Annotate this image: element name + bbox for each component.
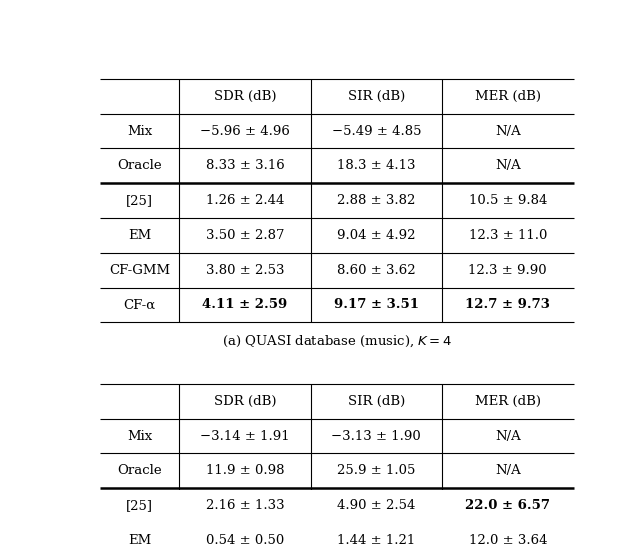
Text: 4.90 ± 2.54: 4.90 ± 2.54 [337,499,415,512]
Text: 1.26 ± 2.44: 1.26 ± 2.44 [205,194,284,207]
Text: SIR (dB): SIR (dB) [348,90,405,102]
Text: 12.0 ± 3.64: 12.0 ± 3.64 [468,534,547,547]
Text: N/A: N/A [495,159,521,172]
Text: 11.9 ± 0.98: 11.9 ± 0.98 [205,464,284,477]
Text: 2.16 ± 1.33: 2.16 ± 1.33 [205,499,284,512]
Text: 8.60 ± 3.62: 8.60 ± 3.62 [337,264,415,277]
Text: 3.50 ± 2.87: 3.50 ± 2.87 [205,229,284,242]
Text: EM: EM [128,534,151,547]
Text: SDR (dB): SDR (dB) [214,90,276,102]
Text: CF-GMM: CF-GMM [109,264,170,277]
Text: −3.14 ± 1.91: −3.14 ± 1.91 [200,430,290,442]
Text: N/A: N/A [495,464,521,477]
Text: (a) QUASI database (music), $K = 4$: (a) QUASI database (music), $K = 4$ [221,334,452,349]
Text: Oracle: Oracle [117,464,162,477]
Text: N/A: N/A [495,125,521,138]
Text: −5.96 ± 4.96: −5.96 ± 4.96 [200,125,290,138]
Text: 4.11 ± 2.59: 4.11 ± 2.59 [202,299,287,311]
Text: MER (dB): MER (dB) [475,395,541,408]
Text: 12.7 ± 9.73: 12.7 ± 9.73 [465,299,550,311]
Text: −5.49 ± 4.85: −5.49 ± 4.85 [332,125,421,138]
Text: SIR (dB): SIR (dB) [348,395,405,408]
Text: 22.0 ± 6.57: 22.0 ± 6.57 [465,499,550,512]
Text: 3.80 ± 2.53: 3.80 ± 2.53 [205,264,284,277]
Text: N/A: N/A [495,430,521,442]
Text: MER (dB): MER (dB) [475,90,541,102]
Text: Mix: Mix [127,125,152,138]
Text: SDR (dB): SDR (dB) [214,395,276,408]
Text: CF-α: CF-α [124,299,156,311]
Text: 9.04 ± 4.92: 9.04 ± 4.92 [337,229,415,242]
Text: 10.5 ± 9.84: 10.5 ± 9.84 [468,194,547,207]
Text: 12.3 ± 9.90: 12.3 ± 9.90 [468,264,547,277]
Text: 9.17 ± 3.51: 9.17 ± 3.51 [334,299,419,311]
Text: −3.13 ± 1.90: −3.13 ± 1.90 [332,430,421,442]
Text: 12.3 ± 11.0: 12.3 ± 11.0 [468,229,547,242]
Text: 18.3 ± 4.13: 18.3 ± 4.13 [337,159,415,172]
Text: 8.33 ± 3.16: 8.33 ± 3.16 [205,159,284,172]
Text: 1.44 ± 1.21: 1.44 ± 1.21 [337,534,415,547]
Text: [25]: [25] [126,194,153,207]
Text: 0.54 ± 0.50: 0.54 ± 0.50 [206,534,284,547]
Text: [25]: [25] [126,499,153,512]
Text: 25.9 ± 1.05: 25.9 ± 1.05 [337,464,415,477]
Text: EM: EM [128,229,151,242]
Text: Oracle: Oracle [117,159,162,172]
Text: Mix: Mix [127,430,152,442]
Text: 2.88 ± 3.82: 2.88 ± 3.82 [337,194,415,207]
